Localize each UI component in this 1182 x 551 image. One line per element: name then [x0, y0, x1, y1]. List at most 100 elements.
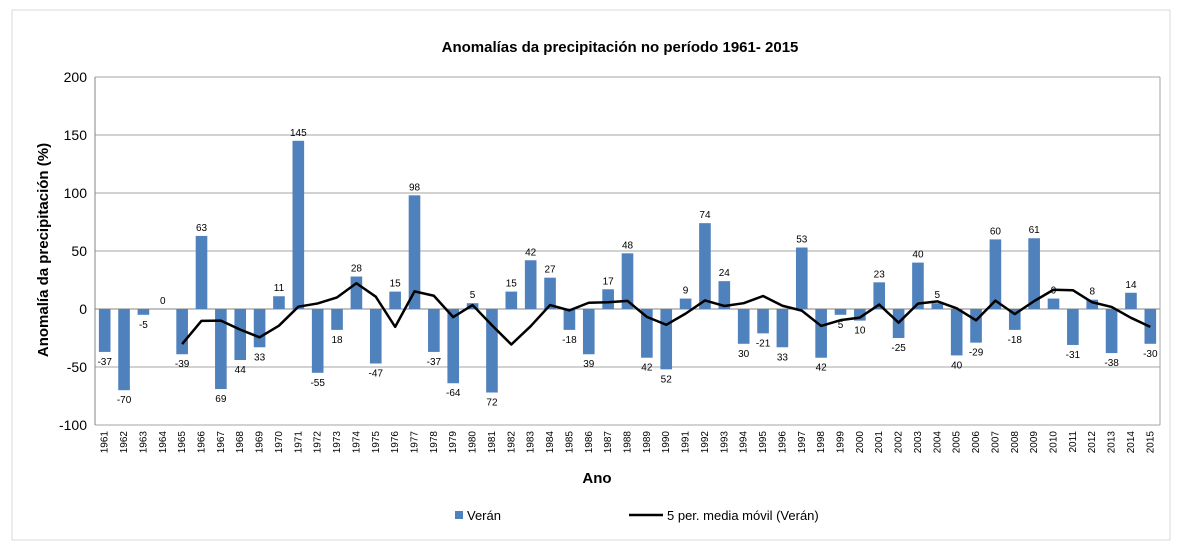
legend-label: 5 per. media móvil (Verán): [667, 508, 819, 523]
bar: [641, 309, 653, 358]
bar: [737, 309, 750, 344]
x-tick-label: 1961: [100, 431, 111, 454]
x-tick-label: 1962: [119, 431, 130, 454]
x-tick-label: 2000: [855, 431, 866, 454]
bar: [1105, 309, 1118, 354]
data-label: 5: [470, 290, 476, 301]
x-tick-label: 2014: [1126, 431, 1137, 454]
data-label: -47: [369, 369, 384, 380]
data-label: 14: [1125, 280, 1137, 291]
data-label: 30: [738, 349, 750, 360]
data-label: 53: [796, 235, 808, 246]
bar: [757, 309, 769, 334]
bar: [718, 281, 731, 309]
y-tick-label: 100: [64, 185, 88, 201]
x-tick-label: 1964: [158, 431, 169, 454]
data-label: -37: [427, 357, 442, 368]
bar: [118, 309, 130, 391]
x-axis-title: Ano: [582, 470, 611, 487]
bar: [215, 309, 227, 390]
x-tick-label: 1981: [487, 431, 498, 454]
bar: [699, 223, 711, 309]
bar: [505, 291, 518, 309]
data-label: 23: [874, 269, 886, 280]
data-label: 27: [544, 265, 556, 276]
x-tick-label: 1976: [390, 431, 401, 454]
bar: [369, 309, 382, 364]
data-label: 17: [603, 276, 615, 287]
data-label: 98: [409, 182, 421, 193]
x-tick-label: 1969: [255, 431, 266, 454]
bar: [408, 195, 421, 309]
moving-average-line: [181, 281, 1151, 346]
bar: [176, 309, 188, 355]
bar: [970, 309, 982, 343]
bar: [795, 247, 808, 309]
data-label: 63: [196, 223, 208, 234]
bar: [912, 262, 924, 309]
data-label: -25: [891, 343, 906, 354]
x-tick-label: 1987: [603, 431, 614, 454]
y-tick-label: -50: [67, 359, 87, 375]
bar: [447, 309, 460, 384]
x-tick-label: 1972: [313, 431, 324, 454]
chart-title: Anomalías da precipitación no período 19…: [442, 39, 799, 56]
x-tick-label: 2011: [1068, 431, 1079, 453]
bar: [389, 291, 401, 309]
data-label: 11: [274, 283, 285, 294]
y-tick-label: 200: [64, 69, 88, 85]
bar: [582, 309, 595, 355]
x-tick-label: 1967: [216, 431, 227, 454]
data-label: 8: [1089, 287, 1095, 298]
bar: [660, 309, 673, 370]
bar: [1028, 238, 1040, 309]
data-label: -55: [310, 378, 325, 389]
bar: [815, 309, 827, 358]
bar: [1086, 299, 1099, 309]
x-tick-label: 2002: [894, 431, 905, 454]
bar: [544, 277, 556, 309]
x-tick-label: 2012: [1087, 431, 1098, 454]
x-tick-label: 1977: [410, 431, 421, 454]
bar: [486, 309, 498, 393]
data-label: 9: [683, 286, 689, 297]
data-label: 5: [838, 320, 844, 331]
bar: [679, 298, 692, 309]
x-tick-label: 1989: [642, 431, 653, 454]
x-tick-label: 1971: [293, 431, 304, 454]
x-tick-label: 1979: [448, 431, 459, 454]
x-tick-label: 1975: [371, 431, 382, 454]
bar: [350, 276, 363, 309]
data-label: 42: [816, 363, 828, 374]
x-tick-label: 2009: [1029, 431, 1040, 454]
legend-label: Verán: [467, 508, 501, 523]
data-label: -21: [756, 338, 771, 349]
bar: [776, 309, 789, 348]
bar: [834, 309, 847, 315]
data-label: -29: [969, 348, 984, 359]
data-label: 52: [661, 374, 673, 385]
data-label: 18: [331, 335, 343, 346]
data-label: 40: [912, 250, 924, 261]
x-tick-label: 2013: [1107, 431, 1118, 454]
bar: [854, 309, 866, 321]
data-label: -18: [1008, 335, 1023, 346]
bar: [253, 309, 266, 348]
x-tick-label: 1973: [332, 431, 343, 454]
data-label: 15: [506, 279, 518, 290]
bar: [234, 309, 247, 361]
x-tick-label: 1986: [584, 431, 595, 454]
data-label: 33: [777, 352, 789, 363]
x-tick-label: 1984: [545, 431, 556, 454]
x-tick-label: 1992: [700, 431, 711, 454]
x-tick-label: 2001: [874, 431, 885, 454]
data-label: 44: [235, 365, 247, 376]
bar: [563, 309, 576, 330]
data-label: 48: [622, 240, 634, 251]
y-tick-label: 150: [64, 127, 88, 143]
data-label: 15: [390, 279, 402, 290]
x-tick-label: 1991: [681, 431, 692, 454]
x-tick-label: 1963: [138, 431, 149, 454]
x-tick-label: 1996: [777, 431, 788, 454]
x-tick-label: 1974: [351, 431, 362, 454]
